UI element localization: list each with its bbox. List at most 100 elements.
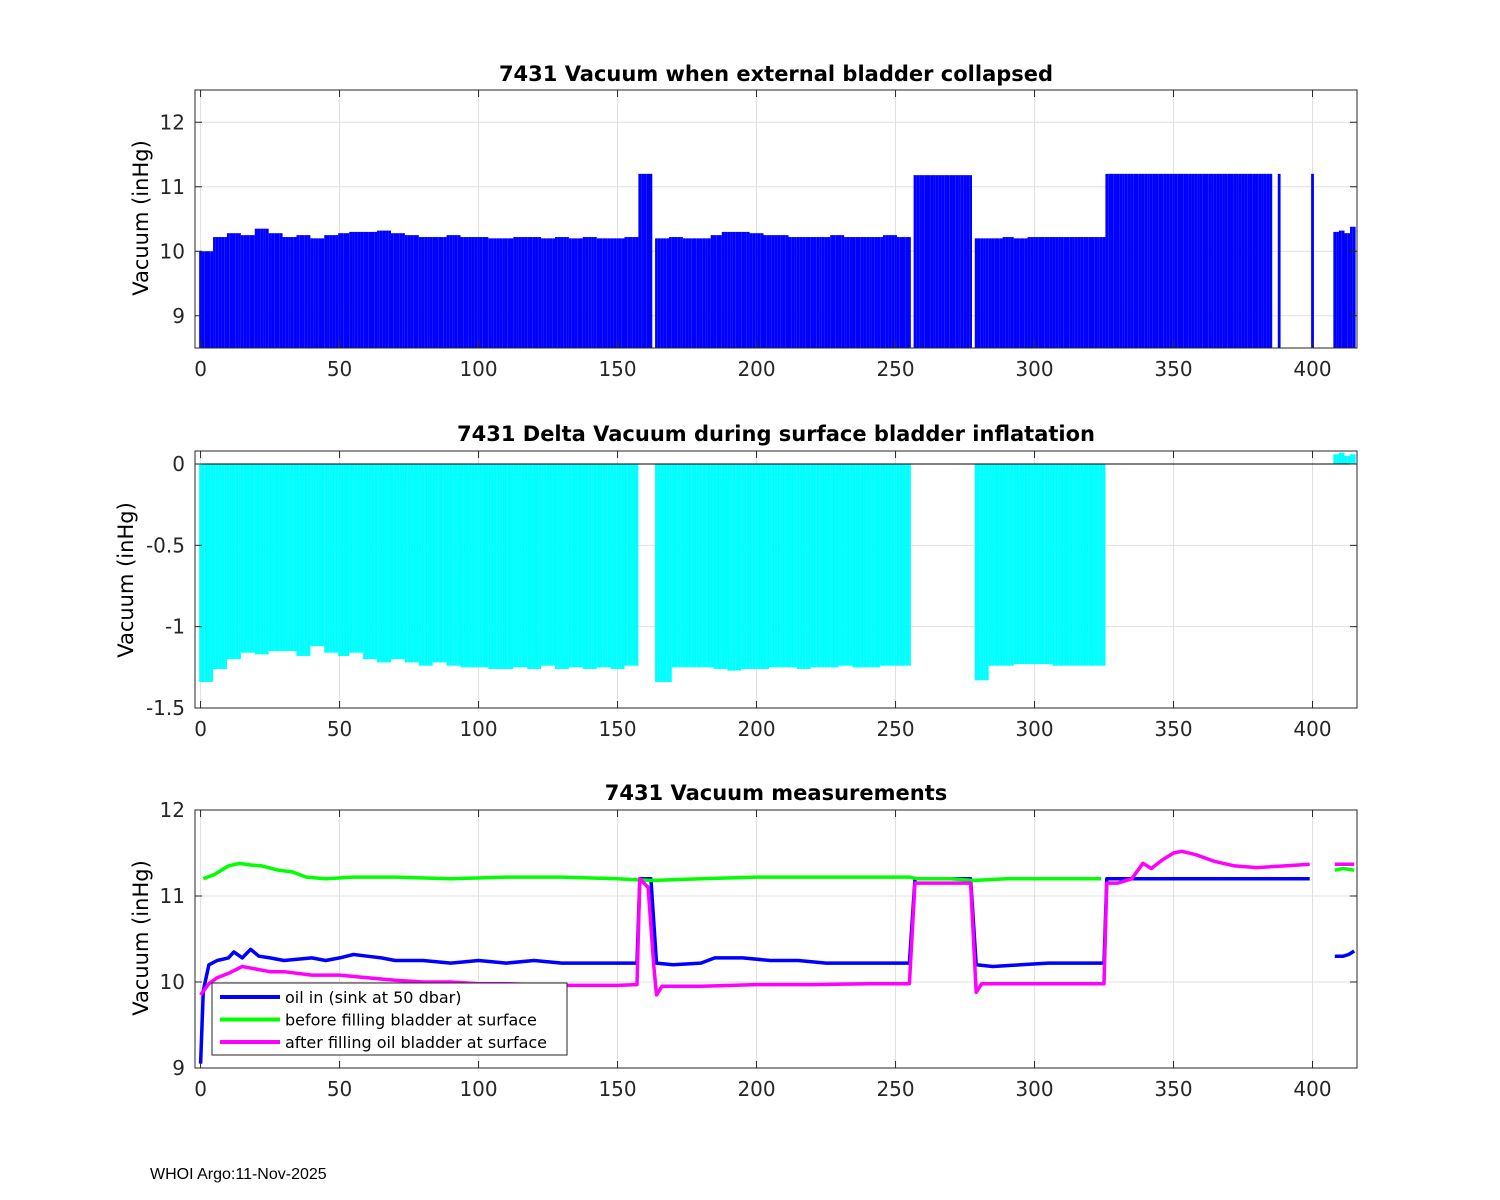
bar — [1194, 173, 1198, 348]
bar — [274, 233, 278, 348]
bar — [699, 464, 703, 668]
bar — [585, 464, 589, 669]
chart-title: 7431 Vacuum when external bladder collap… — [499, 62, 1053, 86]
bar — [1213, 173, 1217, 348]
bar — [413, 464, 417, 663]
bar — [835, 464, 839, 668]
bar — [257, 228, 261, 348]
bar — [1338, 230, 1342, 348]
bar — [632, 237, 636, 348]
bar — [260, 228, 264, 348]
bar — [346, 233, 350, 348]
y-tick-label: 11 — [160, 175, 185, 199]
bar — [263, 464, 266, 655]
bar — [713, 464, 717, 669]
bar — [521, 237, 525, 348]
bar — [1044, 464, 1048, 665]
bar — [385, 464, 389, 663]
bar — [1033, 237, 1036, 348]
bar — [616, 238, 619, 348]
bar — [996, 238, 1000, 348]
bar — [249, 464, 252, 653]
x-tick-label: 350 — [1154, 717, 1192, 741]
bar — [657, 238, 661, 348]
bar — [516, 237, 519, 348]
bar — [924, 175, 928, 348]
bar — [491, 464, 494, 669]
bar — [1010, 237, 1014, 348]
bar — [360, 464, 364, 653]
bar — [513, 237, 517, 348]
bar — [1158, 173, 1162, 348]
bar — [321, 464, 325, 647]
bar — [899, 237, 903, 348]
bar — [996, 464, 1000, 666]
bar — [541, 464, 544, 666]
bar — [1005, 464, 1009, 666]
bar — [696, 464, 700, 668]
bar — [265, 464, 269, 655]
bar — [485, 464, 489, 668]
bar — [438, 464, 442, 663]
bar — [1097, 237, 1100, 348]
bar — [257, 464, 261, 655]
bar — [760, 464, 764, 669]
bar — [621, 238, 625, 348]
bar — [1047, 464, 1050, 665]
bar — [696, 238, 700, 348]
bar — [988, 238, 992, 348]
bar — [724, 464, 728, 669]
bar — [368, 231, 372, 348]
bar — [1249, 173, 1253, 348]
bar — [646, 173, 650, 348]
bar — [1255, 173, 1259, 348]
bar — [749, 464, 753, 669]
bar — [930, 175, 934, 348]
bar — [402, 233, 405, 348]
bar — [276, 464, 280, 652]
bar — [1033, 464, 1036, 665]
bar — [563, 237, 567, 348]
bar — [418, 464, 422, 666]
bar — [802, 464, 806, 669]
bar — [293, 237, 297, 348]
bar — [329, 235, 333, 348]
bar — [460, 237, 464, 348]
bar — [240, 235, 244, 348]
bar — [1049, 237, 1053, 348]
bar — [1155, 173, 1159, 348]
bar — [524, 237, 528, 348]
bar — [1041, 464, 1045, 665]
bar — [794, 464, 797, 668]
bar — [368, 464, 372, 660]
bar — [502, 238, 505, 348]
bar — [477, 464, 480, 668]
bar — [791, 237, 795, 348]
bar — [327, 235, 330, 348]
bar — [674, 464, 678, 668]
bar — [874, 464, 878, 668]
bar — [830, 464, 833, 668]
bar — [1030, 237, 1034, 348]
bar — [207, 464, 211, 682]
bar — [877, 464, 881, 668]
bar — [891, 464, 895, 666]
bar — [977, 464, 981, 681]
chart-title: 7431 Vacuum measurements — [605, 781, 948, 805]
bar — [288, 464, 291, 652]
bar — [538, 464, 542, 669]
bar — [1077, 237, 1081, 348]
bar — [574, 464, 578, 668]
bar — [424, 237, 428, 348]
bar — [254, 464, 258, 655]
bar — [199, 464, 202, 682]
bar — [969, 175, 972, 348]
bar — [226, 233, 230, 348]
bar — [499, 464, 503, 669]
chart-panel-delta-vacuum: 7431 Delta Vacuum during surface bladder… — [114, 422, 1358, 741]
bar — [891, 235, 895, 348]
bar — [955, 175, 959, 348]
bar — [235, 464, 239, 660]
bar — [1105, 173, 1109, 348]
bar — [602, 238, 606, 348]
